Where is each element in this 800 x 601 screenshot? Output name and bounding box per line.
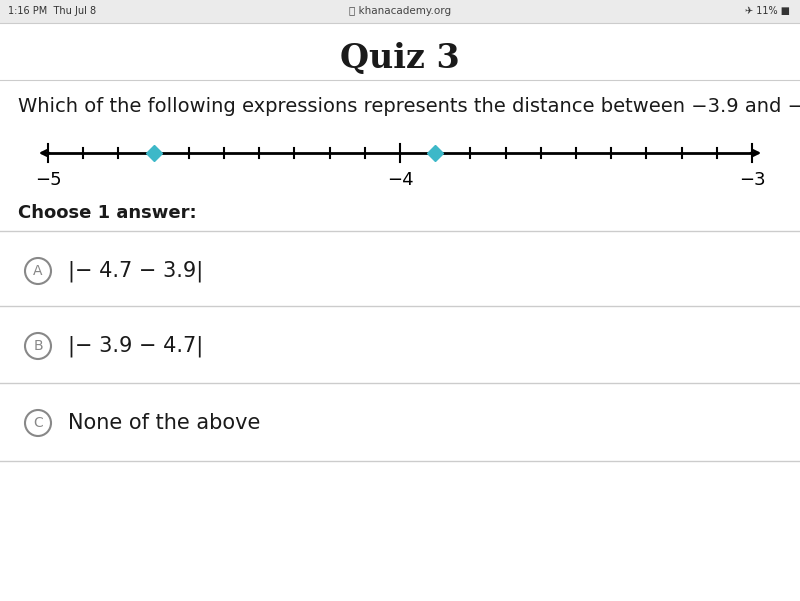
- Text: 1:16 PM  Thu Jul 8: 1:16 PM Thu Jul 8: [8, 6, 96, 16]
- Text: Choose 1 answer:: Choose 1 answer:: [18, 204, 197, 222]
- Text: −3: −3: [738, 171, 766, 189]
- Text: ✈ 11% ■: ✈ 11% ■: [745, 6, 790, 16]
- Text: C: C: [33, 416, 43, 430]
- Text: −5: −5: [34, 171, 62, 189]
- Text: −4: −4: [386, 171, 414, 189]
- Text: B: B: [33, 339, 43, 353]
- Text: Which of the following expressions represents the distance between −3.9 and −4.7: Which of the following expressions repre…: [18, 97, 800, 117]
- Text: |− 3.9 − 4.7|: |− 3.9 − 4.7|: [68, 335, 203, 357]
- Text: A: A: [34, 264, 42, 278]
- Bar: [0, 461, 800, 601]
- Bar: [0, 0, 800, 22]
- Text: Quiz 3: Quiz 3: [340, 43, 460, 76]
- Text: 🔒 khanacademy.org: 🔒 khanacademy.org: [349, 6, 451, 16]
- Text: None of the above: None of the above: [68, 413, 260, 433]
- Text: |− 4.7 − 3.9|: |− 4.7 − 3.9|: [68, 260, 203, 282]
